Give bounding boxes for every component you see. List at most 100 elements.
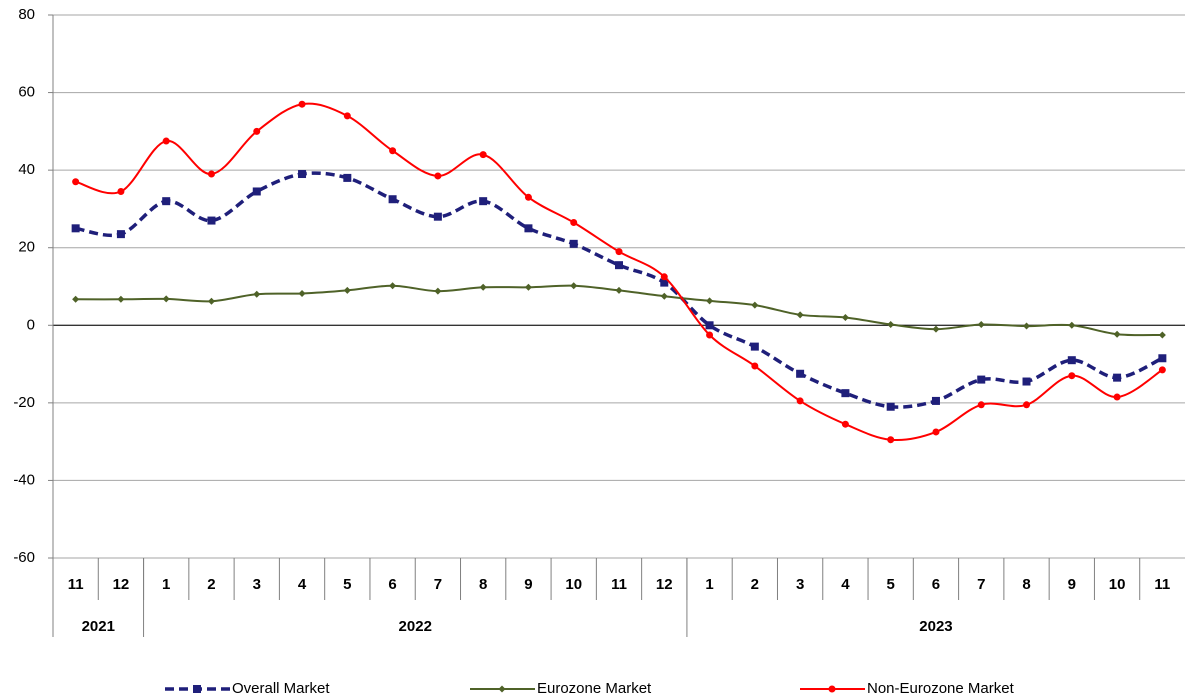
marker	[1067, 356, 1076, 365]
year-label: 2023	[919, 618, 952, 635]
marker	[253, 127, 261, 135]
marker	[72, 178, 80, 186]
marker	[1113, 373, 1122, 382]
marker	[1068, 321, 1076, 329]
marker	[886, 402, 895, 411]
marker	[479, 151, 487, 159]
x-tick-label: 12	[656, 576, 673, 593]
marker	[72, 295, 80, 303]
x-tick-label: 4	[298, 576, 307, 593]
marker	[207, 170, 215, 178]
marker	[298, 100, 306, 108]
marker	[751, 362, 759, 370]
marker	[841, 389, 850, 398]
x-tick-label: 8	[1022, 576, 1030, 593]
marker	[796, 369, 805, 378]
marker	[841, 420, 849, 428]
marker	[932, 325, 940, 333]
y-tick-label: -60	[13, 549, 35, 566]
y-tick-label: 60	[18, 84, 35, 101]
marker	[117, 295, 125, 303]
year-label: 2022	[399, 618, 432, 635]
x-tick-label: 11	[1154, 576, 1170, 593]
marker	[434, 287, 442, 295]
y-tick-label: 80	[18, 6, 35, 23]
marker	[524, 224, 533, 233]
marker	[162, 197, 171, 206]
marker	[479, 283, 487, 291]
series-line	[75, 102, 1163, 441]
marker	[706, 297, 714, 305]
marker	[434, 172, 442, 180]
x-tick-label: 2	[751, 576, 759, 593]
marker	[1158, 354, 1167, 363]
marker	[162, 295, 170, 303]
x-tick-label: 9	[524, 576, 532, 593]
x-tick-label: 6	[388, 576, 396, 593]
legend-label: Overall Market	[232, 680, 330, 697]
legend-marker	[828, 685, 836, 693]
marker	[660, 292, 668, 300]
marker	[615, 286, 623, 294]
marker	[1022, 377, 1031, 386]
marker	[570, 282, 578, 290]
marker	[253, 290, 261, 298]
y-tick-label: -20	[13, 394, 35, 411]
marker	[1113, 393, 1121, 401]
marker	[207, 216, 216, 225]
marker	[796, 397, 804, 405]
marker	[660, 273, 668, 281]
marker	[524, 193, 532, 201]
x-tick-label: 10	[1109, 576, 1126, 593]
marker	[71, 224, 80, 233]
marker	[252, 187, 261, 196]
y-tick-label: -40	[13, 471, 35, 488]
marker	[1113, 330, 1121, 338]
marker	[388, 195, 397, 204]
marker	[298, 170, 307, 179]
marker	[524, 283, 532, 291]
legend-marker	[193, 685, 201, 693]
marker	[841, 314, 849, 322]
marker	[977, 321, 985, 329]
x-tick-label: 7	[434, 576, 442, 593]
legend-label: Non-Eurozone Market	[867, 680, 1015, 697]
marker	[887, 321, 895, 329]
marker	[343, 286, 351, 294]
x-tick-label: 11	[68, 576, 84, 593]
x-tick-label: 1	[162, 576, 170, 593]
marker	[116, 230, 125, 239]
marker	[1023, 322, 1031, 330]
x-tick-label: 2	[207, 576, 215, 593]
marker	[570, 219, 578, 227]
marker	[162, 137, 170, 145]
marker	[705, 321, 714, 330]
marker	[1158, 331, 1166, 339]
marker	[751, 301, 759, 309]
marker	[1068, 372, 1076, 380]
x-tick-label: 1	[705, 576, 713, 593]
y-tick-label: 0	[27, 316, 35, 333]
marker	[706, 331, 714, 339]
marker	[931, 396, 940, 405]
marker	[433, 212, 442, 221]
marker	[117, 187, 125, 195]
marker	[343, 173, 352, 182]
marker	[932, 428, 940, 436]
marker	[660, 278, 669, 287]
marker	[977, 375, 986, 384]
x-tick-label: 6	[932, 576, 940, 593]
marker	[207, 297, 215, 305]
marker	[1023, 401, 1031, 409]
x-tick-label: 3	[796, 576, 804, 593]
x-tick-label: 5	[887, 576, 895, 593]
x-tick-label: 8	[479, 576, 487, 593]
marker	[389, 282, 397, 290]
marker	[977, 401, 985, 409]
legend-marker	[498, 685, 506, 693]
marker	[615, 261, 623, 270]
marker	[298, 289, 306, 297]
x-tick-label: 3	[253, 576, 261, 593]
year-label: 2021	[82, 618, 115, 635]
marker	[479, 197, 488, 206]
